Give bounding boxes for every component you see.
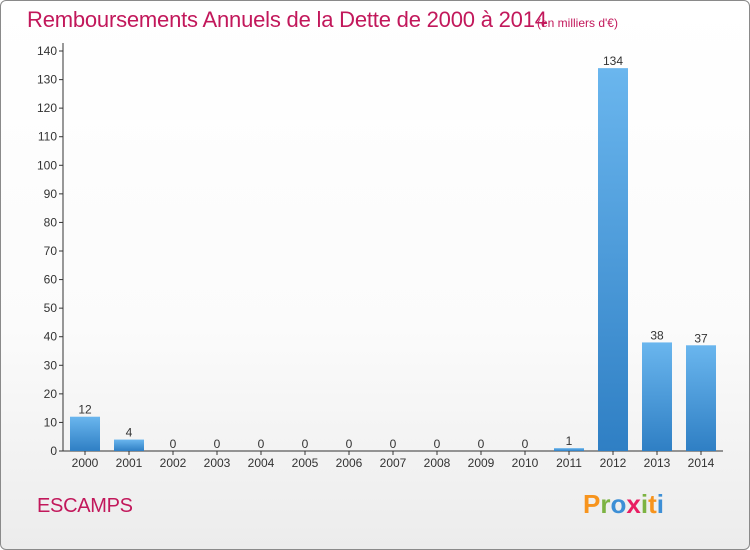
logo-letter: i bbox=[656, 489, 664, 519]
bar-value-label: 0 bbox=[522, 437, 529, 451]
y-tick-label: 110 bbox=[38, 130, 57, 144]
x-tick-label: 2005 bbox=[292, 456, 319, 470]
x-tick-label: 2002 bbox=[160, 456, 187, 470]
bar-value-label: 0 bbox=[478, 437, 485, 451]
bar-value-label: 38 bbox=[650, 328, 664, 342]
y-tick-label: 130 bbox=[37, 73, 57, 87]
chart-subtitle: (en milliers d'€) bbox=[537, 16, 618, 30]
logo-letter: t bbox=[648, 489, 657, 519]
logo-letter: r bbox=[600, 489, 611, 519]
x-tick-label: 2010 bbox=[512, 456, 539, 470]
proxiti-logo: Proxiti bbox=[583, 489, 664, 520]
bar-value-label: 0 bbox=[258, 437, 265, 451]
bar-value-label: 0 bbox=[434, 437, 441, 451]
y-tick-label: 90 bbox=[44, 187, 58, 201]
y-tick-label: 120 bbox=[37, 101, 57, 115]
y-tick-label: 80 bbox=[44, 215, 58, 229]
bar-value-label: 134 bbox=[603, 54, 623, 68]
y-tick-label: 100 bbox=[37, 158, 57, 172]
y-tick-label: 50 bbox=[44, 301, 58, 315]
x-tick-label: 2008 bbox=[424, 456, 451, 470]
x-tick-label: 2014 bbox=[688, 456, 715, 470]
bar bbox=[598, 68, 628, 452]
bar-value-label: 1 bbox=[566, 434, 573, 448]
bar-value-label: 12 bbox=[78, 403, 92, 417]
x-tick-label: 2003 bbox=[204, 456, 231, 470]
y-tick-label: 20 bbox=[44, 387, 58, 401]
y-tick-label: 70 bbox=[44, 244, 58, 258]
chart-title: Remboursements Annuels de la Dette de 20… bbox=[27, 7, 547, 32]
bar-value-label: 0 bbox=[214, 437, 221, 451]
bar bbox=[642, 342, 672, 451]
x-tick-label: 2007 bbox=[380, 456, 407, 470]
logo-letter: x bbox=[626, 489, 641, 519]
logo-letter: P bbox=[583, 489, 601, 519]
commune-name: ESCAMPS bbox=[37, 495, 133, 517]
x-tick-label: 2006 bbox=[336, 456, 363, 470]
bar bbox=[114, 439, 144, 451]
x-tick-label: 2004 bbox=[248, 456, 275, 470]
bar-value-label: 0 bbox=[302, 437, 309, 451]
bar bbox=[686, 345, 716, 451]
y-tick-label: 0 bbox=[50, 444, 57, 458]
x-tick-label: 2009 bbox=[468, 456, 495, 470]
bar bbox=[554, 448, 584, 451]
x-tick-label: 2012 bbox=[600, 456, 627, 470]
bar-value-label: 37 bbox=[694, 331, 708, 345]
y-tick-label: 140 bbox=[37, 44, 57, 58]
logo-letter: i bbox=[640, 489, 649, 519]
y-tick-label: 10 bbox=[44, 415, 58, 429]
bar-value-label: 0 bbox=[346, 437, 353, 451]
x-tick-label: 2000 bbox=[72, 456, 99, 470]
x-tick-label: 2013 bbox=[644, 456, 671, 470]
bar bbox=[70, 416, 100, 451]
x-tick-label: 2011 bbox=[556, 456, 582, 470]
y-tick-label: 40 bbox=[44, 330, 58, 344]
y-tick-label: 60 bbox=[44, 273, 58, 287]
bar-value-label: 0 bbox=[390, 437, 397, 451]
bar-value-label: 4 bbox=[126, 426, 133, 440]
logo-letter: o bbox=[610, 489, 627, 519]
y-tick-label: 30 bbox=[44, 358, 58, 372]
bar-value-label: 0 bbox=[170, 437, 177, 451]
x-tick-label: 2001 bbox=[116, 456, 143, 470]
